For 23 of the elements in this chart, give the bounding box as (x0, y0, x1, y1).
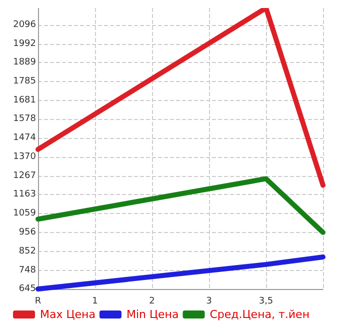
y-tick-label: 1163 (13, 190, 36, 200)
y-tick-label: 1474 (13, 133, 36, 144)
legend-label: Max Цена (40, 308, 96, 321)
y-tick-label: 1681 (13, 95, 36, 106)
legend-label: Min Цена (126, 308, 179, 321)
legend-label: Сред.Цена, т.йен (210, 308, 310, 321)
y-tick-label: 645 (18, 284, 36, 294)
y-tick-label: 1889 (13, 58, 36, 68)
x-tick-label: R (34, 296, 42, 306)
y-tick-label: 1578 (13, 114, 36, 124)
y-tick-label: 852 (18, 246, 36, 256)
y-tick-label: 1992 (13, 38, 36, 49)
x-tick-label: 1 (92, 296, 98, 306)
y-tick-label: 1267 (13, 170, 36, 181)
y-tick-label: 1370 (13, 152, 36, 162)
y-tick-label: 748 (18, 265, 36, 276)
x-tick-label: 2 (149, 296, 155, 306)
y-tick-label: 1059 (13, 208, 36, 219)
y-tick-label: 1785 (13, 76, 36, 87)
y-tick-label: 2096 (13, 20, 36, 30)
x-tick-label: 3,5 (258, 296, 274, 306)
x-tick-label: 3 (206, 296, 212, 306)
y-tick-label: 956 (18, 227, 36, 238)
